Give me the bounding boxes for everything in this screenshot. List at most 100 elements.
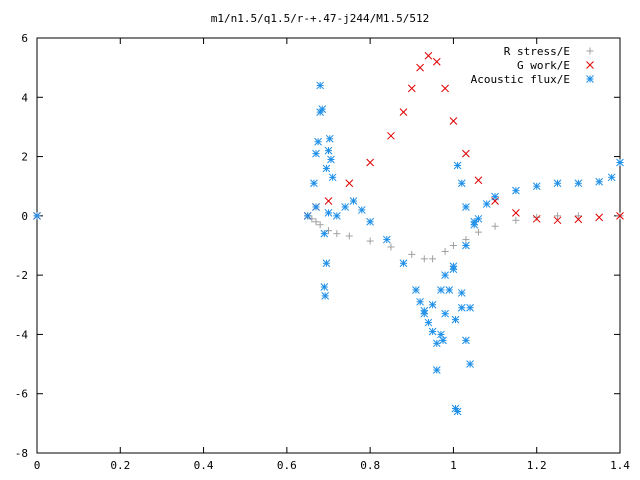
legend-label: G work/E <box>517 59 570 72</box>
data-point <box>314 137 322 146</box>
data-point <box>470 217 479 226</box>
axis-ticks: 0 0.2 0.4 0.6 0.8 1 1.2 1.4 -8 -6 -4 -2 0 2 4 6 <box>15 32 631 472</box>
data-point <box>616 212 624 220</box>
data-point <box>512 186 520 195</box>
data-point <box>327 155 335 164</box>
data-point <box>437 330 445 339</box>
data-point <box>554 212 562 220</box>
x-tick-label: 0.6 <box>277 459 297 472</box>
data-point <box>532 214 541 223</box>
data-point <box>316 221 324 229</box>
legend-marker <box>586 75 594 83</box>
data-point <box>439 336 447 345</box>
data-point <box>408 250 416 258</box>
data-point <box>449 242 457 249</box>
data-point <box>474 214 483 223</box>
y-tick-label: -4 <box>15 328 29 341</box>
data-point <box>457 289 466 297</box>
data-point <box>462 236 470 244</box>
data-point <box>324 197 333 205</box>
data-point <box>553 216 562 225</box>
plot-frame <box>36 37 621 454</box>
data-point <box>303 212 312 220</box>
data-point <box>441 247 449 255</box>
data-point <box>451 315 460 324</box>
data-point <box>345 232 353 240</box>
x-tick-label: 0.8 <box>360 459 380 472</box>
data-point <box>407 84 416 93</box>
x-tick-label: 0.2 <box>110 459 130 472</box>
data-point <box>424 51 433 60</box>
data-point <box>312 203 320 211</box>
data-point <box>462 336 470 345</box>
data-point <box>333 230 341 238</box>
data-point <box>341 203 350 211</box>
data-point <box>345 179 354 188</box>
data-point <box>595 177 604 186</box>
y-tick-label: -2 <box>15 269 28 282</box>
y-tick-label: -8 <box>15 447 28 460</box>
data-point <box>312 218 320 226</box>
series-acoustic-flux-e <box>33 81 624 416</box>
data-point <box>533 213 541 221</box>
data-point <box>449 262 458 271</box>
data-point <box>607 173 616 182</box>
data-point <box>462 241 470 250</box>
data-point <box>428 327 437 336</box>
data-point <box>441 309 449 318</box>
y-tick-label: 0 <box>21 210 28 223</box>
data-point <box>574 215 583 224</box>
data-point <box>428 300 437 309</box>
data-point <box>491 222 499 230</box>
x-tick-label: 0 <box>34 459 41 472</box>
data-point <box>357 206 366 214</box>
data-point <box>453 407 462 416</box>
data-point <box>349 197 358 205</box>
x-tick-label: 0.4 <box>194 459 214 472</box>
data-point <box>324 146 333 155</box>
y-tick-label: 6 <box>21 32 28 45</box>
data-point <box>387 243 395 251</box>
data-point <box>328 173 337 182</box>
y-tick-label: 2 <box>21 151 28 164</box>
data-point <box>382 235 391 244</box>
data-point <box>366 217 374 226</box>
data-point <box>482 200 491 208</box>
data-point <box>399 108 408 116</box>
data-point <box>320 283 329 291</box>
data-point <box>322 164 331 173</box>
data-point <box>312 149 320 158</box>
y-tick-label: -6 <box>15 388 28 401</box>
data-point <box>416 63 424 72</box>
data-point <box>457 179 466 188</box>
data-point <box>453 161 462 170</box>
data-point <box>324 209 333 217</box>
data-point <box>532 182 541 191</box>
data-point <box>466 360 474 368</box>
data-point <box>491 192 499 201</box>
legend-marker <box>586 61 594 69</box>
data-point <box>445 286 454 294</box>
x-tick-label: 1.4 <box>610 459 630 472</box>
data-point <box>457 303 466 312</box>
y-tick-label: 4 <box>21 91 28 104</box>
data-point <box>424 318 433 327</box>
data-point <box>387 131 395 140</box>
data-point <box>462 203 470 211</box>
data-point <box>432 339 441 348</box>
data-point <box>420 255 428 263</box>
data-marks <box>33 51 624 416</box>
legend-label: R stress/E <box>504 45 570 58</box>
data-point <box>33 212 41 220</box>
data-point <box>574 179 583 188</box>
data-point <box>366 158 374 167</box>
data-point <box>441 271 449 279</box>
chart-title: m1/n1.5/q1.5/r-+.47-j244/M1.5/512 <box>211 12 430 25</box>
data-point <box>432 57 441 66</box>
data-point <box>474 176 483 185</box>
data-point <box>420 309 429 318</box>
data-point <box>320 229 329 238</box>
data-point <box>429 255 437 263</box>
data-point <box>399 259 408 268</box>
